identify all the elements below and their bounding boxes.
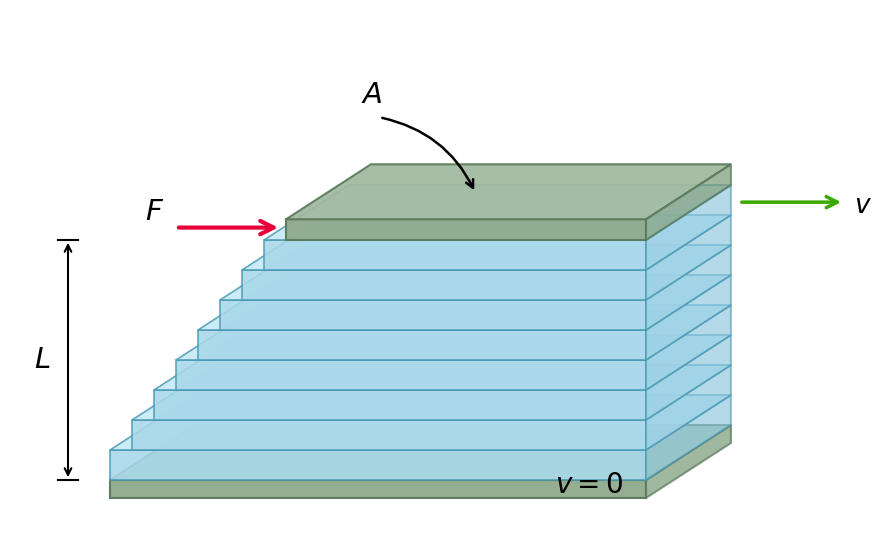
Text: $v = 0$: $v = 0$ [555, 471, 623, 498]
Polygon shape [132, 420, 646, 450]
Polygon shape [264, 240, 646, 270]
Polygon shape [242, 270, 646, 300]
Polygon shape [176, 360, 646, 390]
Polygon shape [646, 165, 731, 240]
Polygon shape [286, 219, 646, 240]
Text: $F$: $F$ [145, 198, 164, 226]
Polygon shape [646, 335, 731, 420]
Polygon shape [646, 215, 731, 300]
Text: $L$: $L$ [33, 346, 50, 374]
Polygon shape [220, 300, 646, 330]
Polygon shape [154, 390, 646, 420]
Polygon shape [286, 165, 731, 219]
Polygon shape [646, 275, 731, 360]
Polygon shape [646, 395, 731, 480]
Polygon shape [132, 365, 731, 420]
Polygon shape [110, 395, 731, 450]
Polygon shape [646, 305, 731, 390]
Text: $v$: $v$ [854, 193, 872, 219]
Polygon shape [176, 305, 731, 360]
Polygon shape [198, 330, 646, 360]
Polygon shape [646, 425, 731, 498]
Polygon shape [154, 335, 731, 390]
Polygon shape [198, 275, 731, 330]
Polygon shape [646, 185, 731, 270]
Text: $A$: $A$ [360, 81, 382, 109]
Polygon shape [242, 215, 731, 270]
Polygon shape [110, 425, 731, 480]
Polygon shape [220, 245, 731, 300]
Polygon shape [264, 185, 731, 240]
Polygon shape [110, 450, 646, 480]
Polygon shape [646, 245, 731, 330]
Polygon shape [646, 365, 731, 450]
Polygon shape [110, 480, 646, 498]
